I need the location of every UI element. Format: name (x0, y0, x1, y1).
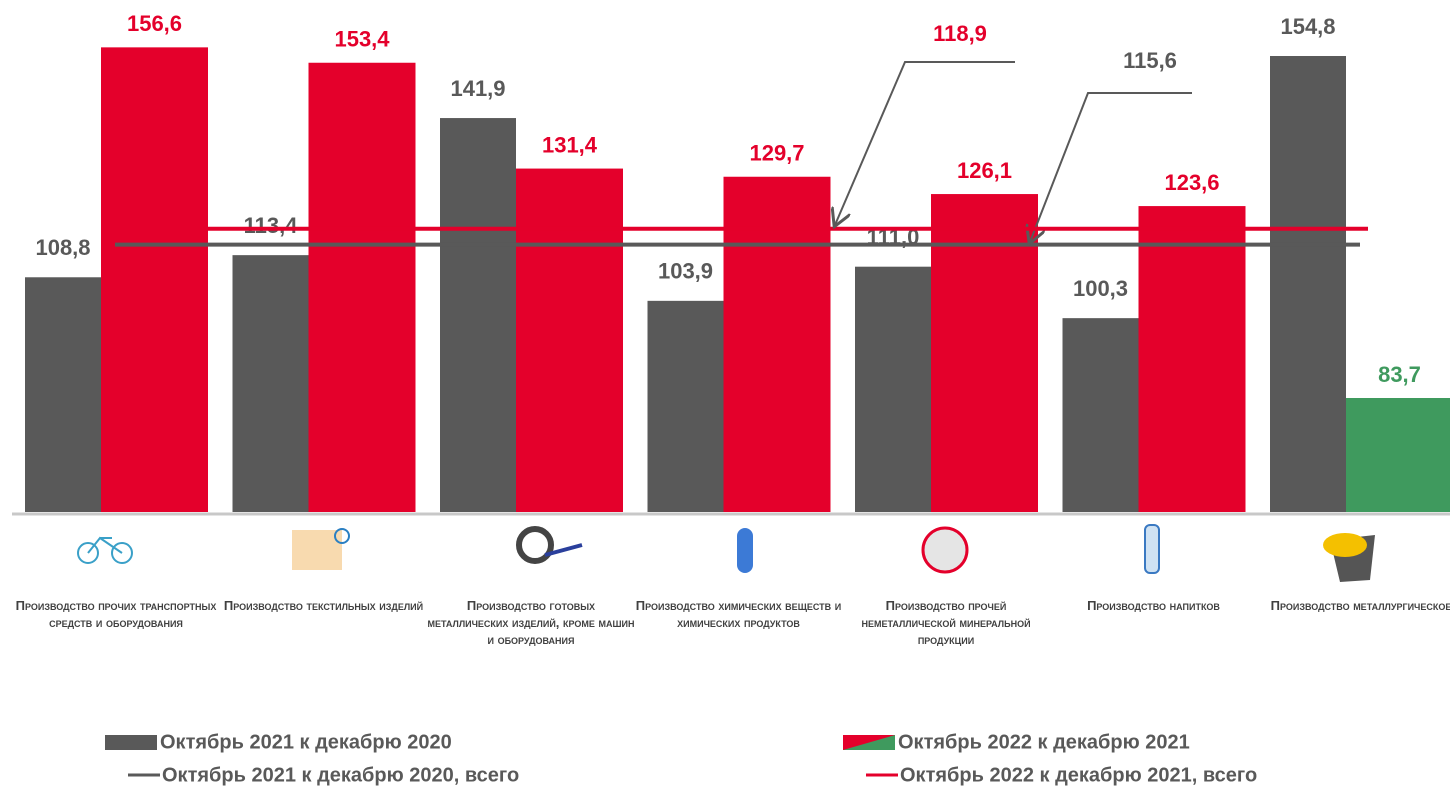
bar (1346, 398, 1450, 512)
reference-label: 115,6 (1123, 48, 1177, 73)
value-label: 141,9 (450, 76, 505, 101)
value-label: 129,7 (749, 141, 804, 166)
leader-line (1030, 92, 1192, 242)
bar (516, 168, 623, 513)
value-label: 131,4 (542, 132, 598, 157)
bar (1062, 318, 1139, 512)
bar (308, 62, 416, 512)
category-label: Производство готовых металлических издел… (427, 598, 635, 647)
value-label: 156,6 (127, 11, 182, 36)
bar (723, 176, 831, 513)
category-label: Производство напитков (1087, 598, 1220, 613)
value-label: 154,8 (1280, 14, 1335, 39)
category-label: Производство прочих транспортных средств… (15, 598, 217, 630)
value-label: 123,6 (1164, 170, 1219, 195)
reference-label: 118,9 (933, 21, 987, 46)
legend-label: Октябрь 2022 к декабрю 2021, всего (900, 764, 1257, 786)
bar (855, 266, 931, 512)
value-label: 108,8 (35, 235, 90, 260)
bar (232, 255, 309, 512)
bar (440, 118, 516, 512)
category-label: Производство прочей неметаллической мине… (861, 598, 1031, 647)
bar (101, 47, 208, 512)
icons (77, 524, 1375, 582)
value-label: 153,4 (334, 27, 390, 52)
category-label: Производство металлургическое (1270, 598, 1450, 613)
value-label: 113,4 (244, 213, 299, 238)
value-label: 126,1 (957, 158, 1012, 183)
bar (647, 300, 724, 512)
legend-swatch (105, 735, 157, 750)
bar (25, 277, 101, 512)
value-label: 83,7 (1378, 362, 1421, 387)
bar (931, 194, 1038, 512)
value-label: 103,9 (658, 259, 713, 284)
legend-label: Октябрь 2021 к декабрю 2020, всего (162, 764, 519, 786)
leader-line (835, 61, 1015, 225)
category-label: Производство химических веществ и химиче… (635, 598, 842, 630)
legend-label: Октябрь 2022 к декабрю 2021 (898, 731, 1190, 753)
legend-label: Октябрь 2021 к декабрю 2020 (160, 731, 452, 753)
bar (1138, 206, 1246, 513)
bar (1270, 56, 1346, 513)
legend-swatch (843, 735, 895, 750)
category-label: Производство текстильных изделий (223, 598, 424, 613)
value-label: 100,3 (1073, 276, 1128, 301)
